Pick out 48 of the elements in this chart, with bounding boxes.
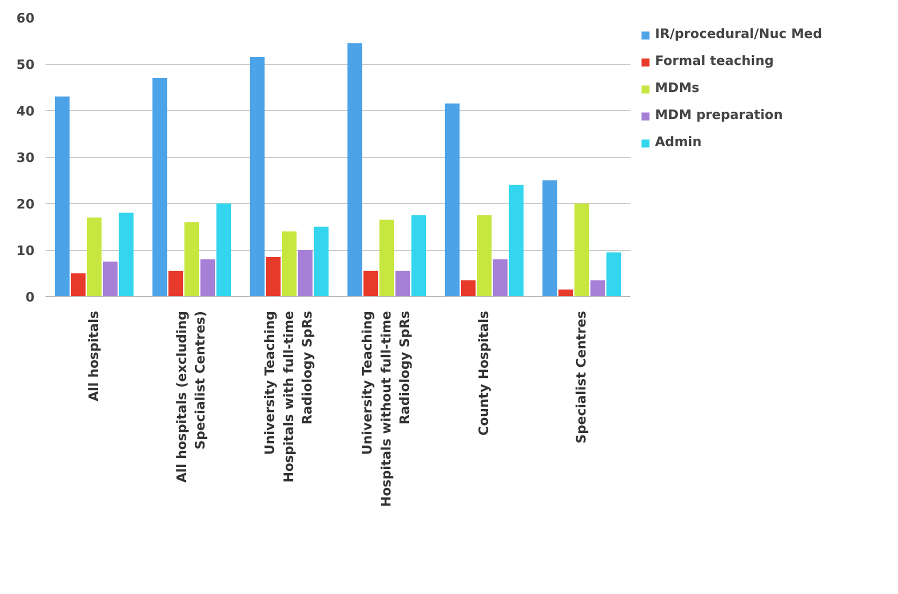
- bar: [152, 78, 168, 296]
- bar: [492, 259, 508, 296]
- bar: [250, 57, 265, 296]
- legend-label: MDMs: [655, 81, 700, 96]
- legend-label: IR/procedural/Nuc Med: [655, 27, 822, 42]
- bar: [282, 231, 297, 296]
- y-tick-label: 0: [25, 290, 34, 306]
- x-tick-label: All hospitals (excluding Specialist Centres): [174, 310, 209, 483]
- bar: [54, 96, 70, 296]
- bar: [395, 270, 410, 296]
- bar: [118, 212, 134, 296]
- x-tick-label: University Teaching Hospitals without full-time Radiology SpRs: [360, 310, 413, 508]
- bar: [184, 222, 200, 296]
- bar: [86, 217, 102, 296]
- y-tick-label: 10: [16, 244, 35, 259]
- bar: [266, 256, 281, 296]
- bar: [298, 250, 313, 296]
- y-tick-label: 40: [16, 104, 35, 120]
- bar: [411, 215, 426, 296]
- y-tick-label: 30: [16, 151, 35, 166]
- bar: [347, 43, 362, 296]
- bar: [542, 180, 558, 296]
- bar: [168, 270, 184, 296]
- bar: [216, 204, 232, 296]
- x-tick-label: Specialist Centres: [574, 310, 590, 444]
- bar: [200, 259, 216, 296]
- bar: [102, 262, 118, 296]
- y-tick-label: 60: [16, 12, 35, 26]
- bar: [314, 226, 329, 296]
- y-tick-label: 20: [16, 198, 35, 212]
- bar: [460, 280, 476, 296]
- legend-label: Admin: [655, 135, 702, 150]
- y-tick-label: 50: [16, 58, 35, 73]
- bar: [444, 104, 460, 296]
- legend-label: MDM preparation: [655, 108, 783, 123]
- bar: [476, 215, 492, 296]
- bar: [606, 252, 622, 296]
- bar: [574, 204, 590, 296]
- bar: [590, 280, 606, 296]
- bar: [363, 270, 378, 296]
- legend-label: Formal teaching: [655, 54, 774, 69]
- bar: [70, 273, 86, 296]
- x-tick-label: All hospitals: [86, 310, 102, 402]
- bar: [508, 184, 524, 296]
- bar: [558, 290, 574, 296]
- bar: [379, 220, 394, 296]
- x-tick-label: University Teaching Hospitals with full-time Radiology SpRs: [263, 310, 316, 483]
- x-tick-label: County Hospitals: [476, 310, 492, 436]
